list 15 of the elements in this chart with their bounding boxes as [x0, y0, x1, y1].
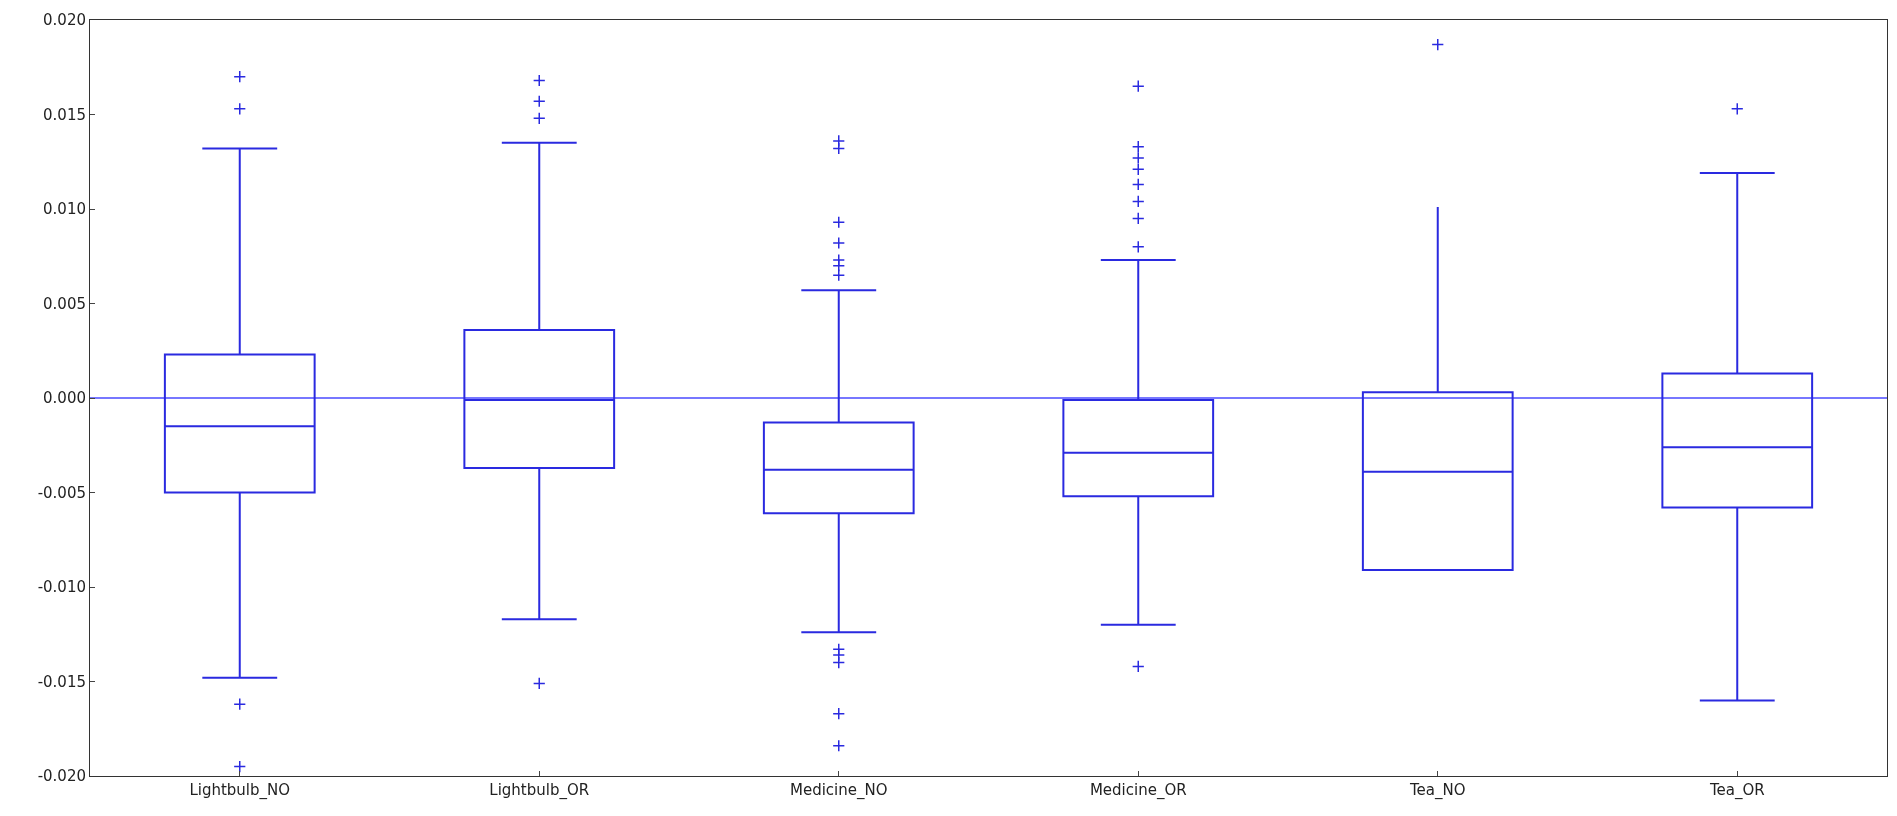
y-tick-label: 0.020	[43, 11, 86, 30]
x-tick-label: Tea_OR	[1708, 781, 1765, 800]
x-tick-label: Medicine_NO	[789, 781, 888, 800]
y-tick-label: -0.015	[37, 672, 86, 691]
y-tick-label: 0.010	[43, 200, 86, 219]
y-tick-label: -0.005	[37, 483, 86, 502]
x-tick-label: Tea_NO	[1408, 781, 1466, 800]
y-tick-label: -0.020	[37, 767, 86, 786]
x-tick-label: Medicine_OR	[1089, 781, 1187, 800]
y-tick-label: 0.015	[43, 105, 86, 124]
x-tick-label: Lightbulb_NO	[189, 781, 291, 800]
y-tick-label: -0.010	[37, 578, 86, 597]
x-tick-label: Lightbulb_OR	[489, 781, 590, 800]
y-tick-label: 0.000	[43, 389, 86, 408]
y-tick-label: 0.005	[43, 294, 86, 313]
